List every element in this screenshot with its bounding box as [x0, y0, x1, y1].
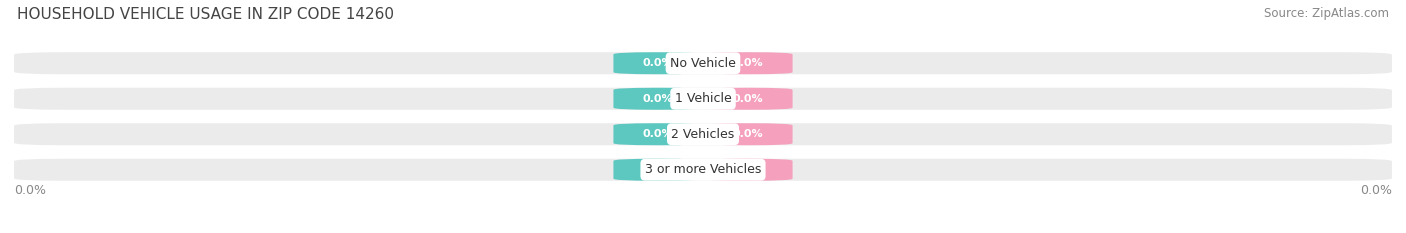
Text: 0.0%: 0.0% — [733, 94, 763, 104]
Text: 0.0%: 0.0% — [643, 58, 673, 68]
Text: 1 Vehicle: 1 Vehicle — [675, 92, 731, 105]
Text: 2 Vehicles: 2 Vehicles — [672, 128, 734, 141]
FancyBboxPatch shape — [14, 88, 1392, 110]
Text: 3 or more Vehicles: 3 or more Vehicles — [645, 163, 761, 176]
FancyBboxPatch shape — [14, 52, 1392, 74]
Text: 0.0%: 0.0% — [733, 129, 763, 139]
Text: 0.0%: 0.0% — [643, 94, 673, 104]
Text: 0.0%: 0.0% — [643, 129, 673, 139]
FancyBboxPatch shape — [613, 159, 703, 181]
FancyBboxPatch shape — [14, 159, 1392, 181]
FancyBboxPatch shape — [703, 123, 793, 145]
FancyBboxPatch shape — [613, 52, 703, 74]
FancyBboxPatch shape — [703, 52, 793, 74]
FancyBboxPatch shape — [613, 123, 703, 145]
FancyBboxPatch shape — [14, 123, 1392, 145]
Text: No Vehicle: No Vehicle — [671, 57, 735, 70]
Text: HOUSEHOLD VEHICLE USAGE IN ZIP CODE 14260: HOUSEHOLD VEHICLE USAGE IN ZIP CODE 1426… — [17, 7, 394, 22]
Text: 0.0%: 0.0% — [733, 58, 763, 68]
FancyBboxPatch shape — [613, 88, 703, 110]
FancyBboxPatch shape — [703, 88, 793, 110]
Text: 0.0%: 0.0% — [733, 165, 763, 175]
Text: 0.0%: 0.0% — [643, 165, 673, 175]
Text: 0.0%: 0.0% — [14, 184, 46, 197]
Text: 0.0%: 0.0% — [1360, 184, 1392, 197]
Text: Source: ZipAtlas.com: Source: ZipAtlas.com — [1264, 7, 1389, 20]
FancyBboxPatch shape — [703, 159, 793, 181]
